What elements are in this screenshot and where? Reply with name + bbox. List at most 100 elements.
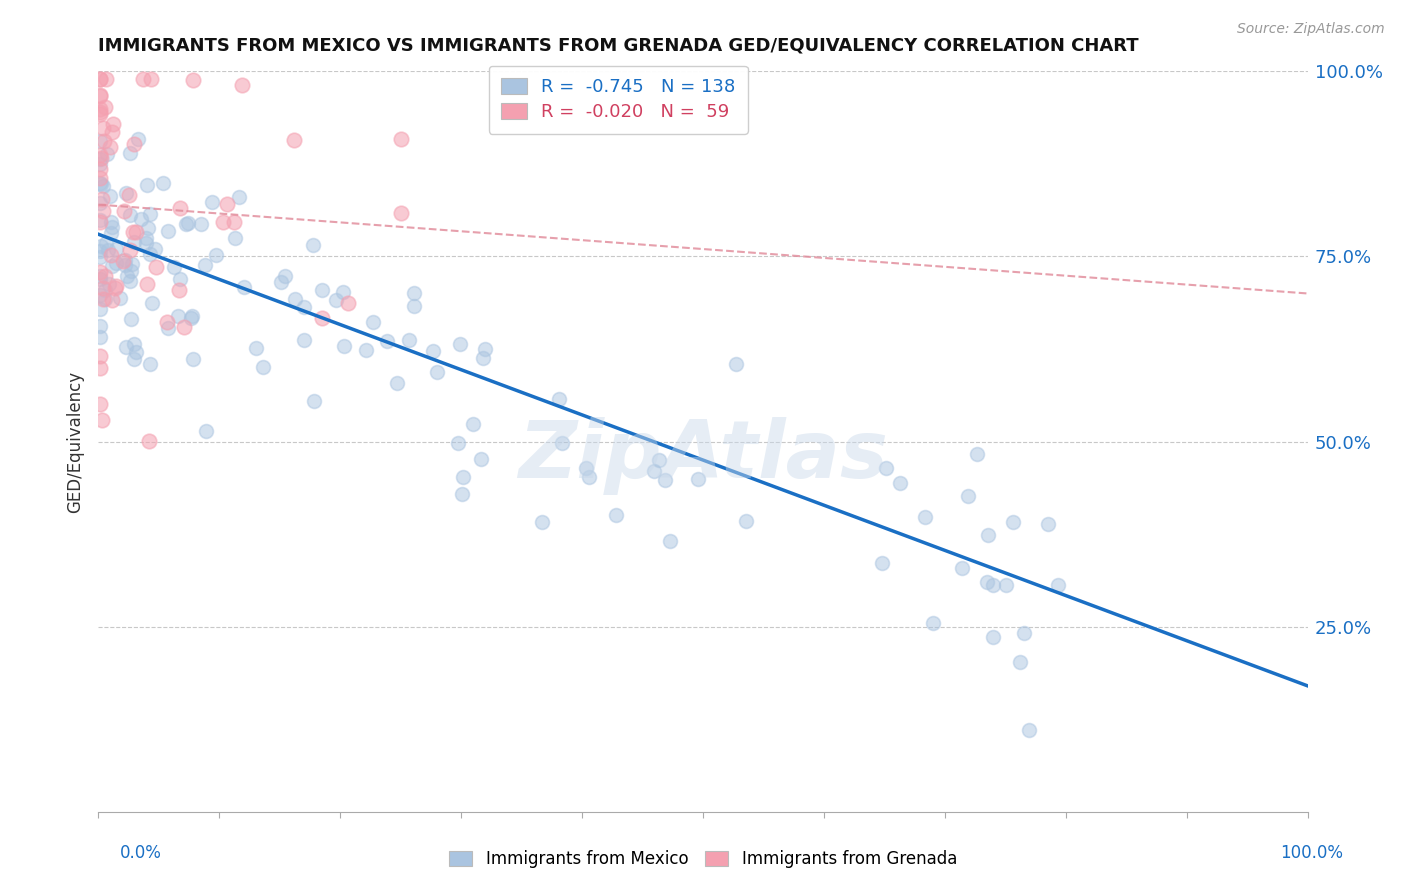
- Point: [1012, 625, 1035, 640]
- Point: [1047, 578, 1070, 592]
- Point: [89, 397, 111, 411]
- Point: [177, 216, 200, 230]
- Point: [139, 357, 162, 371]
- Point: [89, 288, 111, 302]
- Point: [100, 248, 122, 262]
- Point: [204, 247, 226, 261]
- Point: [605, 508, 627, 523]
- Point: [89, 196, 111, 211]
- Point: [332, 339, 354, 353]
- Point: [89, 360, 111, 375]
- Point: [96, 235, 118, 250]
- Point: [89, 244, 111, 258]
- Point: [167, 283, 190, 297]
- Point: [89, 71, 111, 86]
- Point: [120, 146, 142, 161]
- Point: [311, 311, 333, 326]
- Point: [1018, 723, 1040, 737]
- Point: [215, 197, 238, 211]
- Point: [449, 337, 471, 351]
- Point: [252, 360, 274, 375]
- Point: [89, 318, 111, 333]
- Point: [111, 253, 134, 268]
- Point: [398, 333, 420, 347]
- Point: [89, 301, 111, 316]
- Point: [118, 188, 141, 202]
- Point: [139, 207, 162, 221]
- Point: [155, 315, 177, 329]
- Point: [100, 259, 122, 273]
- Point: [129, 212, 152, 227]
- Point: [114, 258, 136, 272]
- Point: [157, 224, 180, 238]
- Point: [127, 132, 149, 146]
- Point: [550, 435, 572, 450]
- Point: [686, 472, 709, 486]
- Point: [474, 343, 496, 357]
- Point: [122, 235, 145, 249]
- Point: [180, 311, 202, 326]
- Point: [354, 343, 377, 357]
- Point: [105, 243, 128, 257]
- Point: [292, 300, 315, 314]
- Point: [201, 194, 224, 209]
- Point: [101, 116, 124, 130]
- Point: [180, 309, 202, 323]
- Point: [169, 201, 191, 215]
- Point: [181, 73, 204, 87]
- Point: [91, 120, 114, 135]
- Point: [125, 225, 148, 239]
- Point: [957, 489, 980, 503]
- Point: [548, 392, 571, 406]
- Point: [163, 260, 186, 274]
- Point: [91, 203, 114, 218]
- Point: [91, 412, 114, 426]
- Point: [122, 337, 145, 351]
- Point: [173, 320, 195, 334]
- Point: [89, 171, 111, 186]
- Point: [167, 309, 190, 323]
- Point: [114, 204, 136, 219]
- Point: [101, 125, 124, 139]
- Point: [725, 357, 748, 371]
- Text: ZipAtlas: ZipAtlas: [517, 417, 889, 495]
- Point: [643, 464, 665, 478]
- Point: [232, 279, 254, 293]
- Point: [228, 189, 250, 203]
- Point: [139, 247, 162, 261]
- Point: [89, 71, 111, 86]
- Point: [89, 88, 111, 103]
- Point: [91, 178, 114, 193]
- Point: [169, 271, 191, 285]
- Point: [375, 334, 398, 348]
- Point: [870, 556, 893, 570]
- Point: [1008, 655, 1031, 669]
- Point: [100, 140, 122, 154]
- Point: [385, 376, 408, 391]
- Point: [889, 475, 911, 490]
- Point: [470, 452, 492, 467]
- Point: [120, 263, 142, 277]
- Point: [89, 269, 111, 284]
- Text: Source: ZipAtlas.com: Source: ZipAtlas.com: [1237, 22, 1385, 37]
- Point: [114, 186, 136, 200]
- Point: [100, 215, 122, 229]
- Point: [90, 151, 112, 165]
- Point: [104, 281, 127, 295]
- Point: [89, 265, 111, 279]
- Text: IMMIGRANTS FROM MEXICO VS IMMIGRANTS FROM GRENADA GED/EQUIVALENCY CORRELATION CH: IMMIGRANTS FROM MEXICO VS IMMIGRANTS FRO…: [98, 37, 1139, 54]
- Point: [138, 434, 160, 449]
- Point: [89, 162, 111, 177]
- Point: [90, 238, 112, 252]
- Point: [337, 296, 360, 310]
- Point: [122, 136, 145, 151]
- Point: [283, 133, 305, 147]
- Point: [125, 345, 148, 359]
- Point: [115, 340, 138, 354]
- Point: [136, 178, 159, 193]
- Point: [124, 352, 146, 367]
- Point: [120, 208, 142, 222]
- Point: [292, 333, 315, 347]
- Point: [270, 275, 292, 289]
- Point: [94, 293, 117, 307]
